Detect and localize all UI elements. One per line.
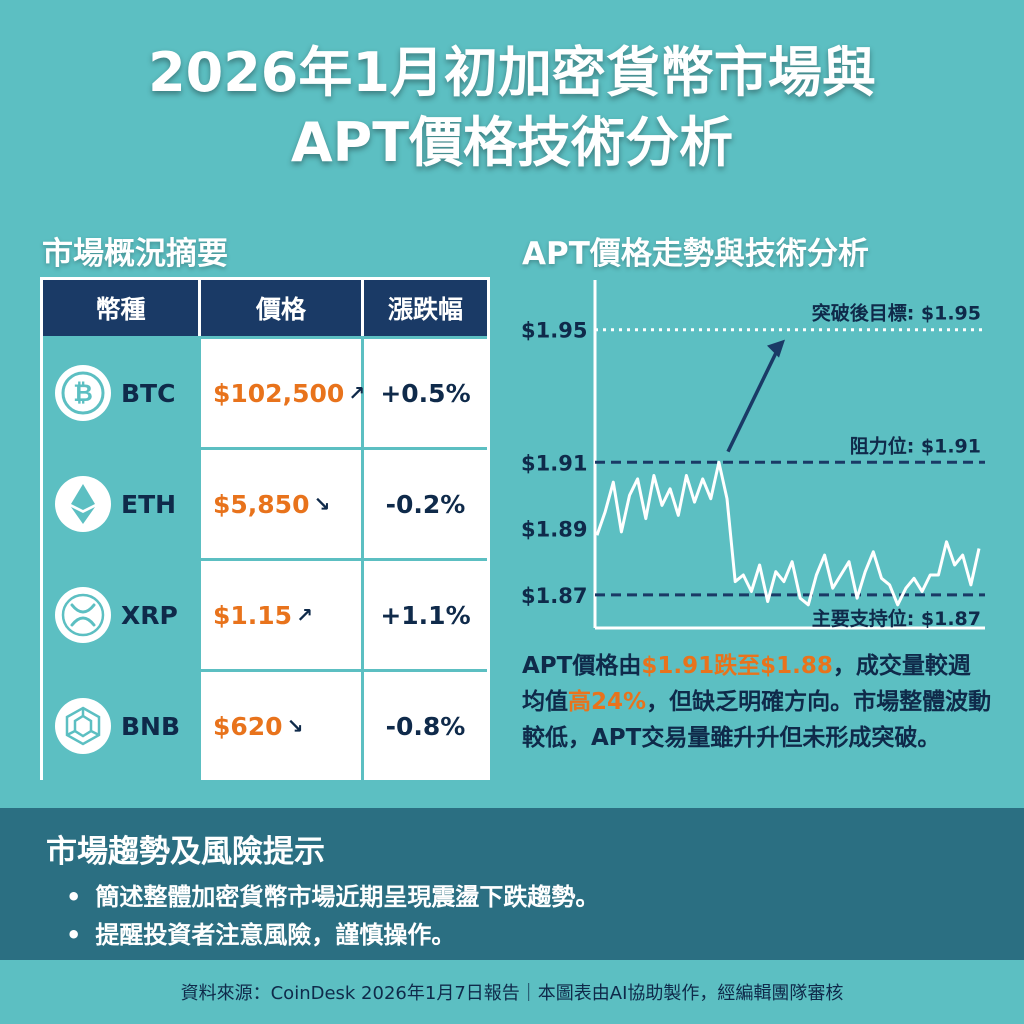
coin-symbol: BTC bbox=[121, 378, 176, 408]
y-tick-label: $1.87 bbox=[521, 584, 587, 608]
title-line-1: 2026年1月初加密貨幣市場與 bbox=[148, 41, 876, 104]
analysis-text: APT價格由$1.91跌至$1.88，成交量較週均值高24%，但缺乏明確方向。市… bbox=[522, 648, 992, 756]
analysis-part-2: ，成交量較週均值 bbox=[522, 653, 971, 715]
list-item: 提醒投資者注意風險，謹慎操作。 bbox=[66, 916, 599, 954]
coin-price: $5,850 bbox=[213, 489, 310, 519]
ethereum-icon bbox=[55, 476, 111, 532]
price-line bbox=[595, 460, 981, 607]
y-tick-label: $1.89 bbox=[521, 518, 587, 542]
table-row: ETH $5,850 ↘ -0.2% bbox=[43, 447, 487, 558]
risk-list: 簡述整體加密貨幣市場近期呈現震盪下跌趨勢。 提醒投資者注意風險，謹慎操作。 bbox=[66, 878, 599, 954]
trend-down-icon: ↘ bbox=[286, 714, 304, 738]
trend-up-icon: ↗ bbox=[296, 603, 313, 627]
risk-section: 市場趨勢及風險提示 簡述整體加密貨幣市場近期呈現震盪下跌趨勢。 提醒投資者注意風… bbox=[0, 808, 1024, 960]
trend-down-icon: ↘ bbox=[313, 492, 331, 516]
market-table: 幣種 價格 漲跌幅 ₿ BTC $102,500 ↗ +0.5% ETH $5,… bbox=[40, 277, 490, 780]
risk-heading: 市場趨勢及風險提示 bbox=[46, 834, 325, 870]
coin-symbol: BNB bbox=[121, 711, 181, 741]
analysis-highlight-volume: 高24% bbox=[568, 689, 647, 715]
y-tick-label: $1.95 bbox=[521, 319, 587, 343]
chart-title: APT價格走勢與技術分析 bbox=[522, 236, 869, 272]
column-header-price: 價格 bbox=[201, 280, 364, 336]
column-header-change: 漲跌幅 bbox=[387, 295, 463, 324]
coin-symbol: ETH bbox=[121, 489, 177, 519]
coin-price: $620 bbox=[213, 711, 283, 741]
bnb-icon bbox=[55, 698, 111, 754]
svg-text:₿: ₿ bbox=[73, 379, 93, 407]
footer-source: 資料來源：CoinDesk 2026年1月7日報告｜本圖表由AI協助製作，經編輯… bbox=[180, 983, 844, 1004]
table-row: BNB $620 ↘ -0.8% bbox=[43, 669, 487, 780]
reference-line-label: 突破後目標: $1.95 bbox=[812, 302, 981, 325]
table-header: 幣種 價格 漲跌幅 bbox=[43, 280, 487, 336]
table-row: XRP $1.15 ↗ +1.1% bbox=[43, 558, 487, 669]
breakout-arrow-icon bbox=[726, 345, 781, 453]
apt-price-chart: $1.95 $1.91 $1.89 $1.87 突破後目標: $1.95 阻力位: $1.… bbox=[521, 280, 985, 630]
list-item: 簡述整體加密貨幣市場近期呈現震盪下跌趨勢。 bbox=[66, 878, 599, 916]
market-summary-heading: 市場概況摘要 bbox=[42, 236, 228, 272]
coin-symbol: XRP bbox=[121, 600, 178, 630]
coin-price: $102,500 bbox=[213, 378, 345, 408]
coin-change: +1.1% bbox=[364, 561, 487, 669]
analysis-part-3: ，但缺乏明確方向。市場整體波動較低，APT交易量雖升升但未形成突破。 bbox=[522, 689, 992, 751]
column-header-coin: 幣種 bbox=[43, 280, 201, 336]
reference-line-label: 阻力位: $1.91 bbox=[850, 434, 981, 457]
coin-change: +0.5% bbox=[364, 339, 487, 447]
reference-line-label: 主要支持位: $1.87 bbox=[812, 607, 981, 630]
coin-change: -0.2% bbox=[364, 450, 487, 558]
title-line-2: APT價格技術分析 bbox=[290, 111, 734, 174]
page-title: 2026年1月初加密貨幣市場與 APT價格技術分析 bbox=[0, 38, 1024, 178]
analysis-highlight-price: $1.91跌至$1.88 bbox=[641, 653, 833, 679]
bitcoin-icon: ₿ bbox=[55, 365, 111, 421]
breakout-arrow-head-icon bbox=[767, 339, 785, 358]
coin-price: $1.15 bbox=[213, 600, 293, 630]
xrp-icon bbox=[55, 587, 111, 643]
table-row: ₿ BTC $102,500 ↗ +0.5% bbox=[43, 336, 487, 447]
trend-up-icon: ↗ bbox=[348, 381, 366, 405]
y-tick-label: $1.91 bbox=[521, 451, 587, 475]
analysis-part-1: APT價格由 bbox=[522, 653, 642, 679]
coin-change: -0.8% bbox=[364, 672, 487, 780]
